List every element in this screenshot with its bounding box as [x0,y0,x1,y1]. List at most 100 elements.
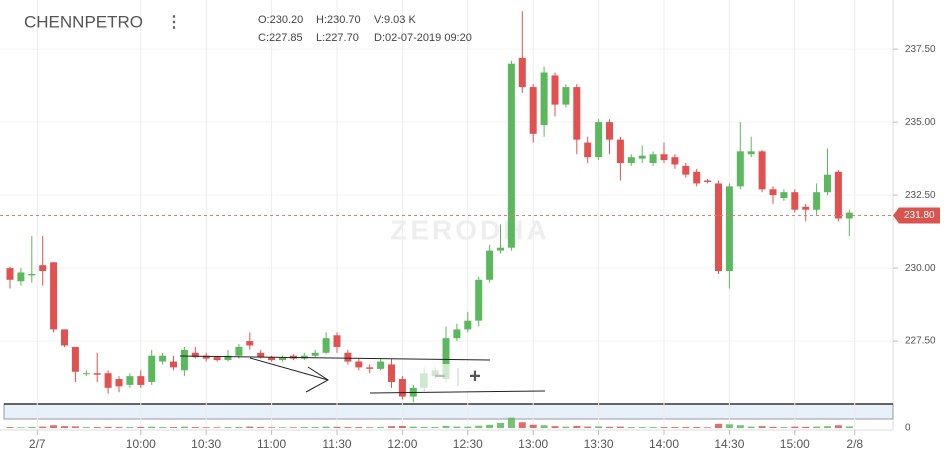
candle-body [28,273,36,276]
x-tick-label: 13:00 [518,437,548,451]
zoom-in-button[interactable]: + [469,365,481,387]
candle-body [344,352,352,362]
volume-bar [322,426,330,428]
trend-line [179,355,491,361]
x-tick-label: 2/7 [29,437,46,451]
volume-bar [268,427,276,428]
candle-body [736,151,744,187]
ohlc-value: C:227.85 [258,32,303,44]
volume-bar [627,427,635,428]
candles: 231.80 [0,11,940,428]
candle-body [769,189,777,196]
volume-bar [497,422,504,428]
volume-bar [431,427,439,428]
volume-bar [529,424,537,428]
candle-body [355,361,363,368]
volume-bar [747,426,755,428]
zoom-out-button[interactable]: − [434,365,446,387]
volume-bar [93,427,101,428]
volume-bar [115,427,123,428]
volume-bar [725,424,733,428]
candle-body [529,87,537,134]
candle-body [464,320,472,330]
candle-body [442,338,450,380]
volume-bar [834,425,842,428]
candle-body [725,186,733,272]
candle-body [6,268,14,280]
candle-body [39,265,47,272]
volume-bar [202,427,210,428]
volume-bar [486,424,494,428]
candle-body [507,63,515,248]
volume-bar [180,426,188,428]
volume-bar [845,426,853,428]
candle-body [824,174,831,193]
ohlc-header: O:230.20 H:230.70 V:9.03 K C:227.85 L:227.70… [258,14,472,44]
volume-bar [453,426,461,428]
volume-bar [39,426,47,428]
volume-bar [366,427,374,428]
volume-bar [507,417,515,428]
ohlc-value: L:227.70 [316,32,359,44]
volume-bar [475,425,483,428]
candle-body [638,155,646,159]
candle-body [388,364,395,382]
volume-bar [518,422,526,428]
candle-body [802,206,810,210]
volume-bar [224,427,232,428]
ohlc-value: O:230.20 [258,14,303,26]
volume-bar [562,426,570,428]
volume-bar [333,426,341,428]
candle-body [311,352,319,356]
volume-bar [71,426,79,428]
volume-bar [780,427,788,428]
candle-body [180,349,188,371]
grid: 227.50 230.00 232.50 235.00 237.50 0 2/7 10:00 1… [0,0,936,451]
zoom-controls [421,364,491,390]
candle-body [715,183,722,272]
candle-body [584,142,592,158]
volume-bar [813,426,821,428]
volume-bar [28,426,36,428]
x-tick-label: 14:00 [649,437,679,451]
candle-body [202,355,210,359]
volume-bar [464,426,472,428]
volume-bar [6,427,14,428]
volume-bar [660,427,668,428]
volume-bar [148,426,156,428]
candle-body [126,376,134,385]
candle-body [747,151,755,155]
volume-bar [235,426,243,428]
candle-body [551,75,559,105]
x-tick-label: 14:30 [714,437,744,451]
volume-bar [420,426,428,428]
candle-body [50,262,58,330]
candle-body [71,346,79,372]
x-tick-label: 10:00 [126,437,156,451]
candle-body [61,329,68,346]
x-tick-label: 12:30 [453,437,483,451]
volume-bar [736,425,744,428]
volume-bar [682,427,690,428]
candle-body [813,192,821,210]
x-tick-label: 2/8 [846,437,863,451]
candle-body [398,379,406,397]
candle-body [475,279,483,321]
volume-bar [606,426,613,428]
symbol-title: CHENNPETRO [24,12,143,31]
candle-body [606,122,613,140]
menu-dots[interactable]: ⋮ [166,14,182,31]
y-tick-label: 237.50 [905,44,936,55]
volume-bar [540,425,548,428]
candle-body [333,335,341,347]
arrow [249,357,329,381]
volume-bar [213,427,221,428]
y-tick-label: 230.00 [905,263,936,274]
candle-body [627,157,635,163]
y-tick-label: 227.50 [905,336,936,347]
y-tick-label: 235.00 [905,117,936,128]
last-price-label: 231.80 [904,210,935,221]
arrow-head [305,366,329,393]
candle-body [148,355,156,382]
